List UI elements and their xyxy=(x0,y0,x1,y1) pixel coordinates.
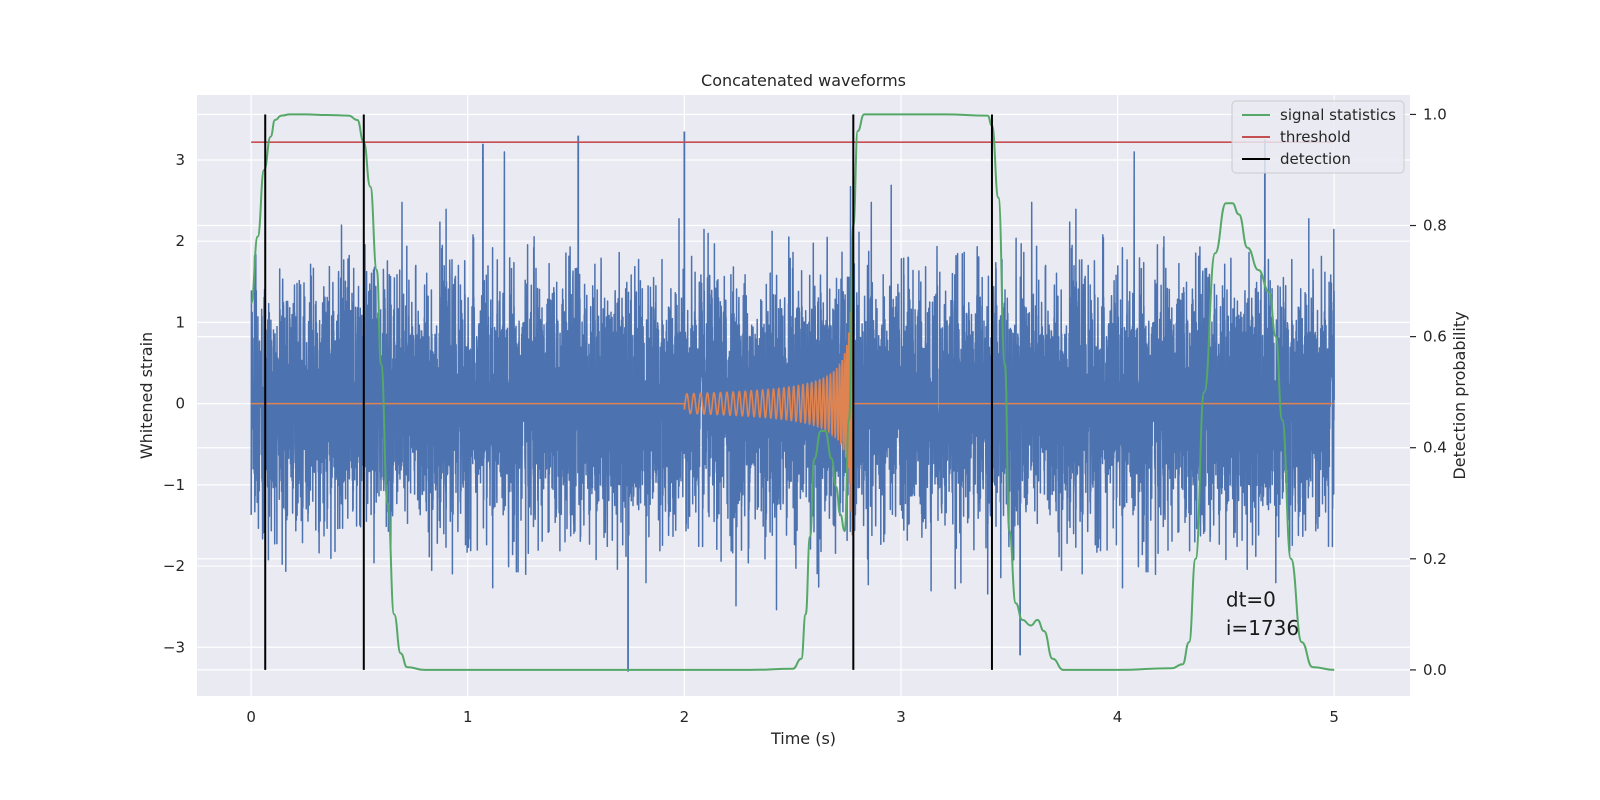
x-tick-label: 3 xyxy=(896,708,906,726)
legend-box xyxy=(1231,100,1405,174)
y-tick-label: −3 xyxy=(163,638,185,656)
right-y-tick-label: 0.6 xyxy=(1423,328,1447,346)
template-line xyxy=(251,272,1335,536)
y-tick-label: 3 xyxy=(175,151,185,169)
signal-statistics-line xyxy=(250,113,1335,671)
strain-line xyxy=(250,151,1335,611)
legend: signal statistics threshold detection xyxy=(1231,100,1405,174)
y-tick-label: 0 xyxy=(175,395,185,413)
right-y-tick-label: 0.8 xyxy=(1423,217,1447,235)
y-tick-label: −2 xyxy=(163,557,185,575)
right-y-tick-label: 0.4 xyxy=(1423,439,1447,457)
x-tick-label: 5 xyxy=(1329,708,1339,726)
y-tick-label: 1 xyxy=(175,313,185,331)
legend-label: signal statistics xyxy=(1280,106,1396,124)
x-tick-label: 4 xyxy=(1113,708,1123,726)
right-y-tick-label: 0.0 xyxy=(1423,661,1447,679)
x-tick-label: 2 xyxy=(680,708,690,726)
y-tick-label: 2 xyxy=(175,232,185,250)
right-y-tick-label: 0.2 xyxy=(1423,550,1447,568)
annotations: dt=0 i=1736 xyxy=(1226,588,1299,640)
x-tick-label: 1 xyxy=(463,708,473,726)
y-axis-label: Whitened strain xyxy=(137,332,156,459)
annotation-text: i=1736 xyxy=(1226,616,1299,640)
legend-label: threshold xyxy=(1280,128,1351,146)
plot-area xyxy=(250,113,1335,672)
x-tick-label: 0 xyxy=(246,708,256,726)
axes: 0 1 2 3 4 5 −3 −2 −1 0 1 2 3 0.0 0.2 0.4 0.6 0.8 1.0 xyxy=(163,105,1447,726)
right-y-axis-label: Detection probability xyxy=(1450,311,1469,479)
x-axis-label: Time (s) xyxy=(770,729,836,748)
y-tick-label: −1 xyxy=(163,476,185,494)
chart-title: Concatenated waveforms xyxy=(701,71,906,90)
annotation-text: dt=0 xyxy=(1226,588,1276,612)
right-y-tick-label: 1.0 xyxy=(1423,105,1447,123)
legend-label: detection xyxy=(1280,150,1351,168)
